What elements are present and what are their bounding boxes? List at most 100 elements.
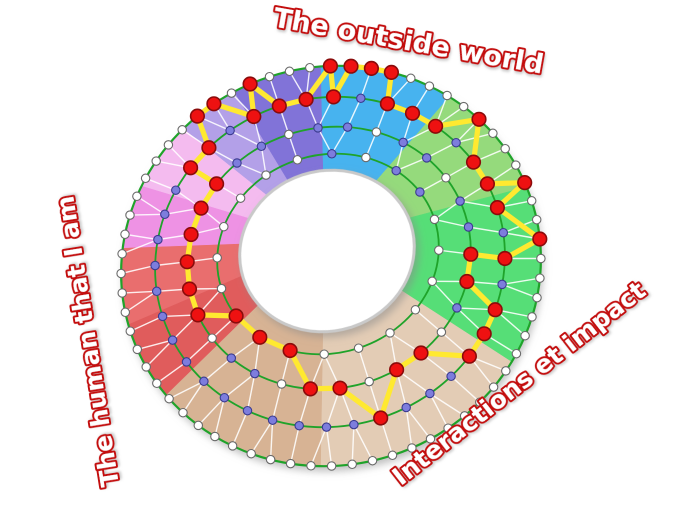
node-red-r1-15 (517, 175, 533, 191)
node-purple-r3-7 (455, 196, 465, 206)
spoke (122, 290, 157, 294)
node-purple-r2-27 (199, 376, 209, 387)
node-red-r1-61 (206, 96, 222, 112)
spoke (137, 339, 173, 351)
node-white-r1-48 (125, 326, 136, 336)
node-purple-r2-30 (157, 311, 168, 322)
node-white-r3-12 (436, 327, 447, 337)
node-white-r1-32 (387, 450, 398, 461)
spoke (419, 177, 447, 193)
node-white-r1-34 (347, 459, 357, 470)
spoke (156, 361, 187, 384)
node-white-r1-22 (527, 312, 537, 322)
node-purple-r2-19 (401, 402, 411, 413)
node-white-r1-53 (120, 229, 130, 240)
node-purple-r4-1 (327, 149, 337, 159)
spoke (405, 407, 432, 440)
spoke (136, 195, 166, 215)
node-white-r3-6 (441, 173, 451, 183)
node-purple-r3-5 (421, 153, 432, 163)
node-red-r4-14 (228, 308, 244, 324)
node-white-r1-51 (116, 268, 126, 279)
node-red-r2-12 (497, 250, 513, 267)
node-white-r1-49 (120, 307, 131, 318)
spoke (351, 424, 355, 465)
node-white-r4-10 (353, 343, 364, 353)
node-purple-r2-35 (171, 185, 181, 195)
spoke (269, 420, 274, 460)
node-white-r1-57 (151, 156, 161, 166)
node-white-r1-62 (226, 88, 237, 98)
node-white-r1-55 (132, 191, 142, 202)
spoke (395, 157, 427, 172)
node-purple-r3-19 (250, 368, 260, 379)
node-white-r1-19 (536, 253, 546, 264)
node-red-r3-9 (463, 246, 479, 262)
node-red-r3-13 (413, 345, 429, 361)
donut-hole (238, 168, 416, 334)
node-white-r4-16 (212, 253, 222, 263)
node-purple-r2-29 (167, 335, 178, 345)
node-red-r2-10 (489, 200, 506, 216)
node-purple-r3-11 (452, 303, 462, 313)
spoke (129, 213, 165, 216)
spoke (231, 410, 249, 447)
node-white-r4-7 (427, 276, 437, 287)
spoke (182, 380, 205, 414)
node-purple-r2-17 (446, 371, 456, 382)
node-white-r1-16 (526, 196, 537, 206)
node-red-r4-13 (252, 329, 268, 345)
node-purple-r2-31 (151, 286, 162, 297)
spoke (145, 177, 177, 191)
node-red-r2-16 (461, 348, 478, 364)
node-red-r1-60 (189, 108, 205, 124)
node-red-r2-2 (325, 89, 342, 105)
node-white-r1-42 (193, 420, 204, 431)
node-white-r1-2 (305, 62, 315, 73)
node-purple-r3-4 (398, 137, 408, 148)
node-red-r1-6 (383, 64, 400, 80)
node-white-r1-50 (117, 288, 127, 298)
node-white-r1-44 (164, 393, 174, 404)
node-purple-r2-25 (242, 405, 253, 416)
node-purple-r2-18 (425, 388, 435, 399)
node-white-r1-45 (152, 378, 162, 389)
node-white-r1-13 (500, 143, 510, 154)
spoke (229, 129, 262, 147)
node-red-r3-23 (181, 281, 198, 297)
spoke (405, 407, 413, 449)
node-white-r1-58 (163, 140, 174, 150)
node-red-r2-8 (465, 154, 482, 170)
node-red-r4-12 (282, 342, 298, 359)
node-white-r4-2 (361, 152, 371, 163)
node-white-r1-27 (475, 397, 485, 407)
node-purple-r4-3 (391, 165, 401, 176)
node-red-r3-26 (193, 200, 209, 216)
node-white-r1-7 (406, 73, 416, 84)
node-red-r2-4 (379, 96, 396, 112)
spoke (203, 357, 232, 382)
node-red-r2-37 (201, 140, 217, 156)
spoke (271, 383, 283, 421)
node-purple-r3-29 (256, 141, 267, 152)
spoke (145, 339, 174, 368)
spoke (130, 315, 163, 332)
node-purple-r2-7 (451, 137, 461, 148)
spoke (186, 337, 213, 363)
node-white-r1-56 (140, 173, 151, 184)
node-white-r1-52 (117, 249, 127, 259)
spoke (353, 424, 374, 462)
spoke (317, 127, 333, 155)
node-white-r1-0 (264, 71, 275, 82)
node-white-r1-29 (443, 423, 453, 433)
node-red-r3-25 (183, 226, 199, 243)
spoke (236, 162, 267, 176)
node-red-r2-39 (246, 108, 262, 125)
node-purple-r2-21 (349, 419, 359, 430)
node-white-r1-35 (326, 461, 337, 471)
spoke (429, 392, 465, 417)
node-white-r1-59 (177, 125, 187, 135)
node-purple-r3-20 (226, 353, 237, 363)
